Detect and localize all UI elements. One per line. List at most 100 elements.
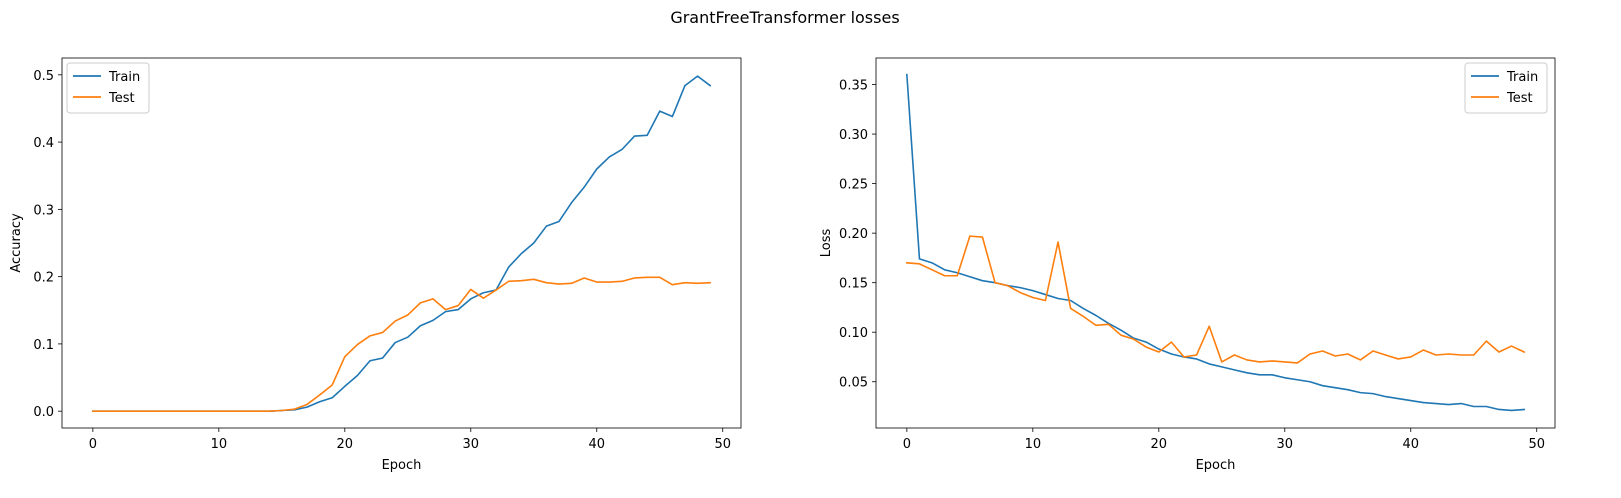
data-point xyxy=(906,74,908,76)
data-point xyxy=(1372,393,1374,395)
data-point xyxy=(419,302,421,304)
data-point xyxy=(558,220,560,223)
data-point xyxy=(1070,299,1072,302)
data-point xyxy=(1258,361,1261,363)
data-point xyxy=(1196,358,1198,360)
data-point xyxy=(659,276,661,278)
data-point xyxy=(1246,372,1248,374)
data-point xyxy=(520,280,522,282)
data-point xyxy=(570,202,573,204)
data-point xyxy=(1044,299,1047,302)
data-point xyxy=(1221,361,1223,363)
data-point xyxy=(369,360,371,362)
data-point xyxy=(1145,346,1147,348)
data-point xyxy=(356,374,359,377)
y-tick-label: 0.1 xyxy=(33,338,54,353)
data-point xyxy=(906,262,908,264)
data-point xyxy=(1359,359,1361,361)
data-point xyxy=(981,236,984,238)
data-point xyxy=(1321,350,1324,352)
data-point xyxy=(1271,374,1273,376)
data-point xyxy=(558,283,560,285)
data-point xyxy=(331,397,333,399)
data-point xyxy=(382,331,384,334)
data-point xyxy=(142,410,144,412)
y-tick-label: 0.25 xyxy=(839,178,868,193)
data-point xyxy=(1347,353,1349,355)
data-point xyxy=(407,314,409,316)
series-train xyxy=(906,73,1526,412)
series-line-train xyxy=(92,75,712,412)
y-tick-label: 0.2 xyxy=(33,271,54,286)
data-point xyxy=(1120,329,1122,331)
y-tick-label: 0.0 xyxy=(33,405,54,420)
data-point xyxy=(180,410,182,412)
data-point xyxy=(1510,409,1513,412)
data-point xyxy=(1019,291,1021,294)
data-point xyxy=(117,410,119,412)
data-point xyxy=(944,275,946,277)
data-point xyxy=(243,410,245,412)
data-point xyxy=(1246,359,1248,361)
x-tick-label: 40 xyxy=(1402,437,1419,452)
data-point xyxy=(1120,334,1122,336)
legend-label: Train xyxy=(108,70,140,85)
data-point xyxy=(1334,387,1336,389)
x-tick-label: 0 xyxy=(89,437,97,452)
data-point xyxy=(457,309,459,311)
axes-frame xyxy=(875,57,1556,429)
data-point xyxy=(684,282,686,284)
data-point xyxy=(709,84,711,87)
data-point xyxy=(583,186,585,188)
data-point xyxy=(394,320,396,322)
data-point xyxy=(281,409,283,412)
data-point xyxy=(1485,340,1487,342)
data-point xyxy=(956,275,958,277)
data-point xyxy=(1057,297,1059,300)
data-point xyxy=(1435,354,1437,356)
data-point xyxy=(1208,325,1210,327)
data-point xyxy=(1397,397,1399,400)
data-point xyxy=(1334,355,1336,357)
data-point xyxy=(1007,285,1009,287)
legend-label: Test xyxy=(108,91,135,106)
data-point xyxy=(596,168,598,170)
data-point xyxy=(319,401,321,403)
x-tick-label: 20 xyxy=(1151,437,1168,452)
data-point xyxy=(1435,402,1437,405)
data-point xyxy=(407,336,409,338)
data-point xyxy=(1510,345,1513,347)
data-point xyxy=(1498,408,1500,411)
data-point xyxy=(1271,360,1273,362)
y-tick-label: 0.4 xyxy=(33,136,54,151)
data-point xyxy=(520,253,522,255)
data-point xyxy=(633,277,636,279)
x-axis-label: Epoch xyxy=(382,458,422,473)
data-point xyxy=(918,258,921,260)
data-point xyxy=(981,280,984,282)
data-point xyxy=(1196,354,1198,356)
x-tick-label: 10 xyxy=(211,437,228,452)
data-point xyxy=(482,297,484,299)
data-point xyxy=(1359,392,1361,394)
data-point xyxy=(533,242,535,244)
data-point xyxy=(621,280,623,282)
y-tick-label: 0.3 xyxy=(33,203,54,218)
data-point xyxy=(1296,379,1298,381)
data-point xyxy=(969,276,971,278)
data-point xyxy=(1410,356,1412,358)
data-point xyxy=(931,269,933,271)
data-point xyxy=(1384,354,1387,356)
data-point xyxy=(696,282,699,284)
data-point xyxy=(1145,341,1147,343)
y-tick-label: 0.20 xyxy=(839,227,868,242)
x-tick-label: 50 xyxy=(1528,437,1545,452)
data-point xyxy=(709,282,711,284)
series-test xyxy=(905,235,1526,364)
data-point xyxy=(1258,374,1261,376)
data-point xyxy=(696,75,699,77)
data-point xyxy=(1183,356,1185,358)
data-point xyxy=(1309,353,1311,355)
data-point xyxy=(230,410,233,412)
data-point xyxy=(104,410,107,412)
